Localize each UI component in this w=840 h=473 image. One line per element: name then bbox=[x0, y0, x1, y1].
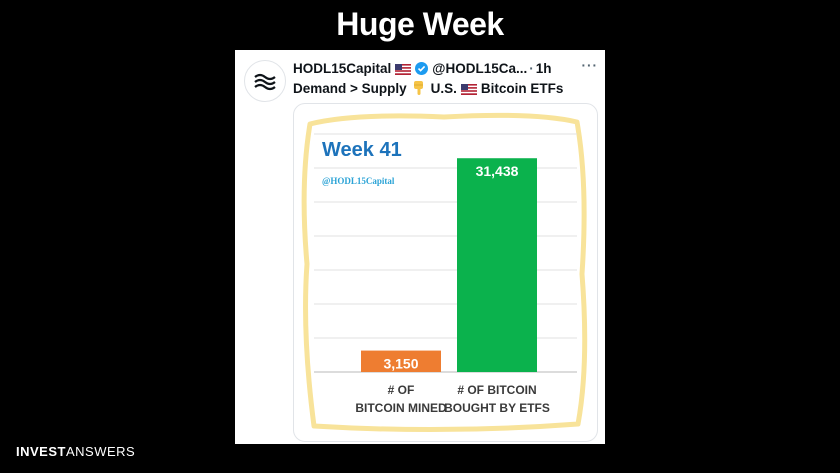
more-options-icon[interactable]: ··· bbox=[581, 58, 598, 73]
bar-value-label: 31,438 bbox=[476, 163, 519, 179]
tweet-header: HODL15Capital @HODL15Ca... · 1h ··· bbox=[293, 58, 598, 78]
slide-title: Huge Week bbox=[336, 6, 504, 42]
category-labels: # OF BITCOIN MINED # OF BITCOIN BOUGHT BY E… bbox=[355, 383, 550, 415]
point-down-icon bbox=[411, 80, 427, 96]
verified-badge-icon bbox=[415, 61, 429, 75]
gridlines bbox=[314, 133, 577, 339]
tweet-text-part2: U.S. bbox=[430, 80, 457, 96]
category-label: BITCOIN MINED bbox=[355, 401, 447, 415]
footer-brand: INVESTANSWERS bbox=[16, 444, 135, 459]
bar bbox=[361, 350, 441, 372]
tweet-text-part3: Bitcoin ETFs bbox=[480, 80, 564, 96]
brand-light: ANSWERS bbox=[65, 444, 136, 459]
bar bbox=[457, 158, 537, 372]
header-separator: · bbox=[529, 60, 534, 76]
tweet-card[interactable]: HODL15Capital @HODL15Ca... · 1h ··· Dema… bbox=[235, 50, 605, 444]
wave-logo-icon[interactable] bbox=[244, 60, 286, 102]
bars: 3,150 31,438 bbox=[361, 158, 537, 372]
user-handle[interactable]: @HODL15Ca... bbox=[432, 60, 528, 76]
us-flag-icon bbox=[460, 83, 477, 95]
us-flag-icon bbox=[395, 63, 412, 75]
tweet-timestamp[interactable]: 1h bbox=[535, 60, 552, 76]
chart-title: Week 41 bbox=[322, 139, 402, 161]
category-label: # OF bbox=[388, 383, 415, 397]
chart-watermark: @HODL15Capital bbox=[322, 176, 395, 186]
chart-highlight-frame bbox=[301, 112, 588, 433]
tweet-text: Demand > Supply U.S. Bitcoin ETFs bbox=[293, 78, 598, 98]
bar-chart: Week 41 @HODL15Capital 3,150 31,438 # OF B… bbox=[301, 112, 588, 433]
tweet-media[interactable]: Week 41 @HODL15Capital 3,150 31,438 # OF B… bbox=[293, 103, 598, 442]
display-name[interactable]: HODL15Capital bbox=[293, 60, 392, 76]
category-label: BOUGHT BY ETFS bbox=[444, 401, 550, 415]
category-label: # OF BITCOIN bbox=[457, 383, 536, 397]
tweet-text-part1: Demand > Supply bbox=[293, 80, 407, 96]
bar-value-label: 3,150 bbox=[383, 356, 418, 372]
brand-strong: INVEST bbox=[16, 444, 66, 459]
